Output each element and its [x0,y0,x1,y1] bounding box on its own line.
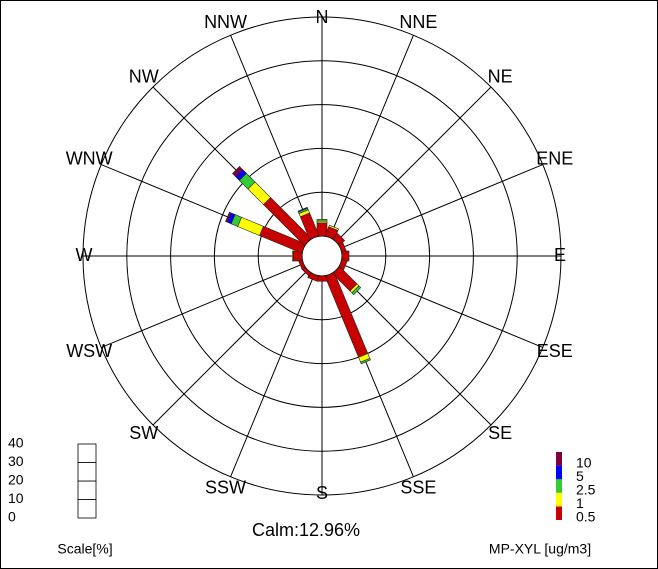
spoke [340,263,543,348]
legend-label: 5 [576,468,584,484]
bar-segment [225,211,232,223]
legend-swatch [556,506,562,520]
direction-label: NE [488,67,513,87]
spoke [340,164,543,249]
scale-tick-label: 30 [8,453,24,469]
bar-segment [351,285,362,296]
direction-label: ENE [536,148,573,168]
direction-label: NNW [204,12,247,32]
scale-tick-label: 0 [8,509,16,525]
direction-label: SSW [205,478,246,498]
legend-swatch [556,452,562,466]
scale-tick-label: 20 [8,472,24,488]
spoke [335,269,492,426]
spoke [230,35,315,238]
direction-label: SE [488,423,512,443]
direction-label: S [316,483,328,503]
calm-label: Calm:12.96% [252,520,360,540]
scale-box [77,443,97,463]
direction-label: NW [129,67,159,87]
direction-label: SW [129,423,158,443]
direction-label: NNE [399,12,437,32]
direction-label: N [316,7,329,27]
spoke [335,86,492,243]
scale-box [77,499,97,519]
scale-tick-label: 10 [8,490,24,506]
bar-segment [316,219,328,222]
spoke [230,274,315,477]
legend-swatch [556,465,562,480]
bar-segment [328,224,340,231]
legend-label: 10 [576,454,592,470]
bar-segment [292,250,294,262]
spoke [101,263,304,348]
legend-swatch [556,492,562,507]
bar-segment [232,166,244,178]
direction-label: W [76,245,93,265]
legend-swatch [556,479,562,493]
direction-label: WSW [66,341,112,361]
spoke [152,269,309,426]
direction-label: WNW [66,148,113,168]
bar-segment [360,357,371,365]
direction-label: SSE [400,478,436,498]
scale-box [77,462,97,482]
direction-label: ESE [537,341,573,361]
legend-label: 2.5 [576,482,596,498]
legend-title: MP-XYL [ug/m3] [489,541,591,557]
legend-label: 1 [576,495,584,511]
legend-label: 0.5 [576,509,596,525]
scale-box [77,480,97,500]
scale-title: Scale[%] [57,541,112,557]
bar-segment [297,206,308,213]
spoke [329,35,414,238]
direction-label: E [554,245,566,265]
scale-tick-label: 40 [8,435,24,451]
